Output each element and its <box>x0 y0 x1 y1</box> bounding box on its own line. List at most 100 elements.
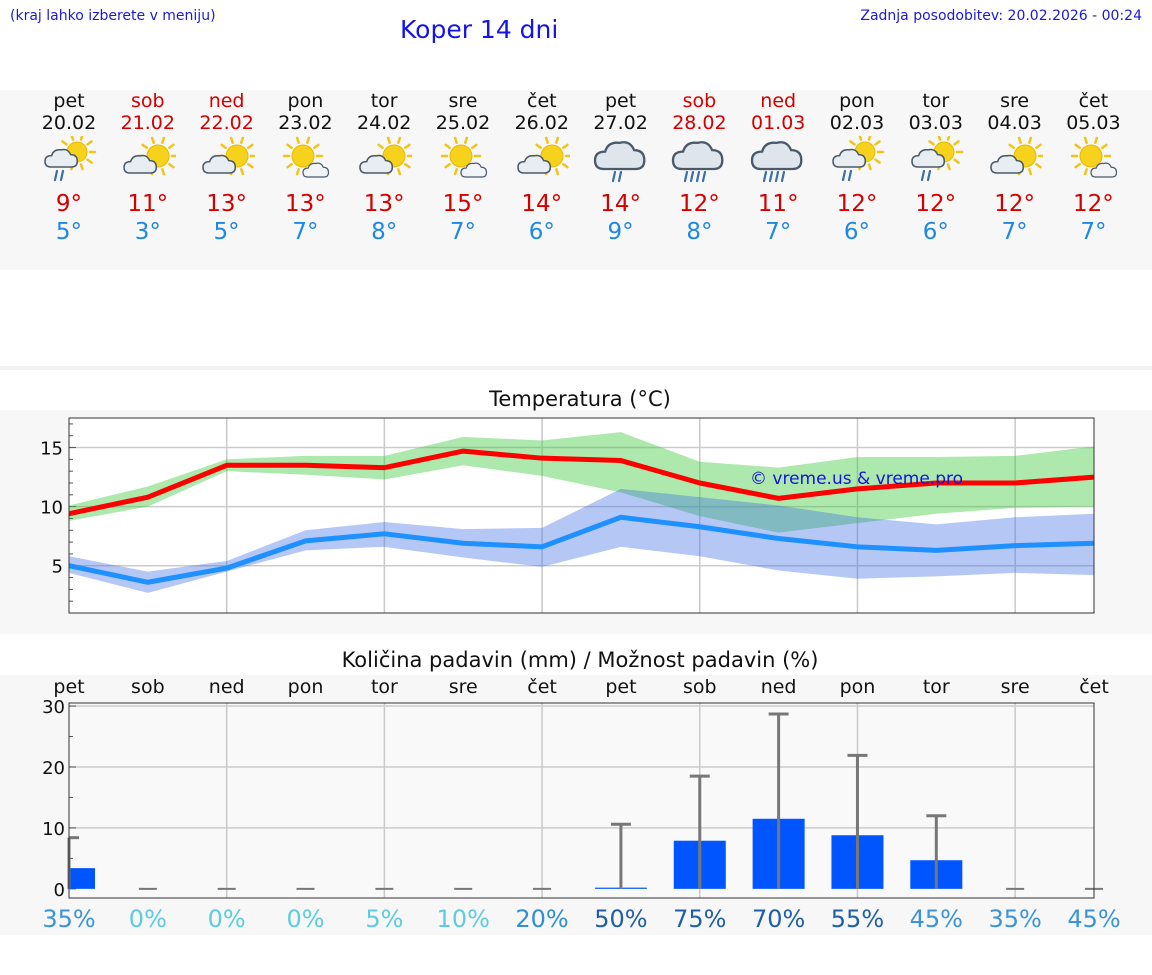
plot-frame <box>68 417 1095 614</box>
max-temp: 9° <box>55 191 83 217</box>
plot-area <box>69 418 1094 613</box>
day-date: 24.02 <box>356 112 412 134</box>
sun-cloud-icon <box>344 134 424 190</box>
y-tick-label: 15 <box>40 439 63 460</box>
precip-bar <box>69 868 95 889</box>
min-temp: 3° <box>134 219 161 245</box>
cloud-rain-icon <box>581 134 661 190</box>
precip-probability: 0% <box>208 905 246 933</box>
day-column: sob 28.02 12° 8° <box>659 90 739 246</box>
day-name: sob <box>682 90 717 112</box>
day-column: tor 03.03 12° 6° <box>896 90 976 246</box>
category-label: čet <box>527 676 557 698</box>
precip-probability: 75% <box>673 905 726 933</box>
min-temp: 6° <box>843 219 871 245</box>
day-column: ned 22.02 13° 5° <box>187 90 267 246</box>
sun-cloud-icon <box>975 134 1055 190</box>
min-temp: 9° <box>607 219 634 245</box>
max-temp: 14° <box>600 191 641 217</box>
max-temp: 12° <box>994 191 1035 217</box>
category-label: pet <box>53 676 84 698</box>
max-temp: 13° <box>363 191 405 217</box>
max-temp: 12° <box>679 191 720 217</box>
max-temp: 11° <box>757 191 799 217</box>
min-temp: 6° <box>922 219 949 245</box>
precip-probability: 10% <box>437 905 490 933</box>
max-temp: 11° <box>127 191 169 217</box>
day-name: ned <box>760 90 797 112</box>
max-temp-line <box>68 448 1095 517</box>
day-column: čet 05.03 12° 7° <box>1053 90 1133 246</box>
category-label: ned <box>209 676 245 698</box>
min-temp: 8° <box>686 219 713 245</box>
day-date: 23.02 <box>278 112 333 134</box>
y-tick-label: 10 <box>42 819 65 840</box>
precip-probability: 55% <box>831 905 884 933</box>
max-temp: 14° <box>521 191 563 217</box>
day-name: sre <box>1000 90 1030 112</box>
precip-probability: 50% <box>594 905 647 933</box>
day-column: pon 23.02 13° 7° <box>265 90 345 246</box>
sun-cloud-icon <box>108 134 188 190</box>
cloud-heavy-rain-icon <box>659 134 739 190</box>
max-temp: 13° <box>285 191 326 217</box>
precip-probability: 0% <box>129 905 167 933</box>
day-column: čet 26.02 14° 6° <box>502 90 582 246</box>
precip-probability: 70% <box>752 905 805 933</box>
category-label: sre <box>1001 676 1030 698</box>
day-column: sob 21.02 11° 3° <box>108 90 188 246</box>
day-name: čet <box>1078 90 1109 112</box>
category-label: sob <box>683 676 717 698</box>
category-label: tor <box>371 676 398 698</box>
day-name: ned <box>208 90 245 112</box>
day-date: 04.03 <box>987 112 1042 134</box>
day-name: pon <box>287 90 324 112</box>
sun-cloud-rain-icon <box>817 134 897 190</box>
y-tick-label: 0 <box>54 880 65 901</box>
max-temp-range-band <box>69 432 1094 533</box>
cloud-heavy-rain-icon <box>738 134 818 190</box>
precip-probability: 0% <box>286 905 324 933</box>
precip-probability: 45% <box>910 905 963 933</box>
category-label: pon <box>840 676 876 698</box>
day-date: 05.03 <box>1066 112 1121 134</box>
min-temp: 7° <box>1080 219 1107 245</box>
day-date: 28.02 <box>672 112 727 134</box>
day-column: sre 04.03 12° 7° <box>975 90 1055 246</box>
sun-small-cloud-icon <box>1053 134 1133 190</box>
max-temp: 13° <box>206 191 247 217</box>
day-column: pon 02.03 12° 6° <box>817 90 897 246</box>
day-column: pet 27.02 14° 9° <box>581 90 661 246</box>
day-column: tor 24.02 13° 8° <box>344 90 424 246</box>
max-temp: 15° <box>442 191 484 217</box>
category-label: sob <box>131 676 165 698</box>
min-temp: 7° <box>1001 219 1028 245</box>
day-name: pon <box>839 90 875 112</box>
min-temp: 5° <box>55 219 83 245</box>
precip-probability: 45% <box>1067 905 1120 933</box>
day-name: čet <box>527 90 557 112</box>
min-temp: 6° <box>528 219 555 245</box>
y-tick-label: 5 <box>52 557 63 578</box>
day-column: pet 20.02 9° 5° <box>29 90 109 246</box>
day-name: tor <box>922 90 950 112</box>
min-temp: 8° <box>371 219 398 245</box>
category-label: tor <box>923 676 950 698</box>
category-label: pet <box>605 676 636 698</box>
sun-cloud-icon <box>187 134 267 190</box>
location-hint: (kraj lahko izberete v meniju) <box>10 8 216 24</box>
temperature-chart-title: Temperatura (°C) <box>489 387 671 411</box>
sun-small-cloud-icon <box>265 134 345 190</box>
min-temp-line <box>68 514 1095 585</box>
sun-small-cloud-icon <box>423 134 503 190</box>
min-temp: 7° <box>449 219 477 245</box>
max-temp: 12° <box>836 191 878 217</box>
day-date: 21.02 <box>120 112 175 134</box>
category-label: čet <box>1079 676 1109 698</box>
min-temp: 7° <box>765 219 792 245</box>
day-column: sre 25.02 15° 7° <box>423 90 503 246</box>
day-date: 20.02 <box>41 112 97 134</box>
day-date: 25.02 <box>435 112 491 134</box>
day-date: 26.02 <box>514 112 569 134</box>
day-date: 02.03 <box>829 112 885 134</box>
